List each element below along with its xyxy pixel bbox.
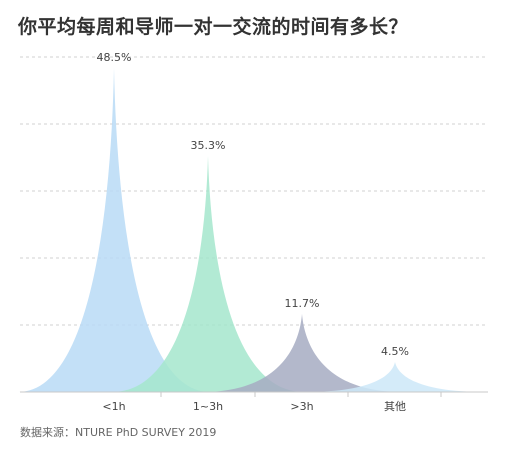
- gridlines: [20, 56, 488, 326]
- data-label: 11.7%: [285, 297, 320, 310]
- data-label: 35.3%: [191, 139, 226, 152]
- peak-1: [112, 156, 304, 392]
- data-label: 4.5%: [381, 345, 409, 358]
- peak-3: [305, 361, 485, 392]
- x-tick-label: >3h: [290, 400, 313, 413]
- x-tick-label: <1h: [102, 400, 125, 413]
- chart-title: 你平均每周和导师一对一交流的时间有多长？: [18, 16, 409, 38]
- series-peaks: [18, 68, 485, 392]
- peak-2: [202, 313, 402, 392]
- x-tick-label: 其他: [384, 400, 406, 413]
- data-label: 48.5%: [97, 51, 132, 64]
- source-note: 数据来源：NTURE PhD SURVEY 2019: [20, 426, 217, 439]
- data-labels: 48.5% 35.3% 11.7% 4.5%: [97, 51, 409, 358]
- x-axis: <1h 1~3h >3h 其他: [20, 391, 488, 413]
- x-tick-label: 1~3h: [193, 400, 223, 413]
- peak-0: [18, 68, 210, 392]
